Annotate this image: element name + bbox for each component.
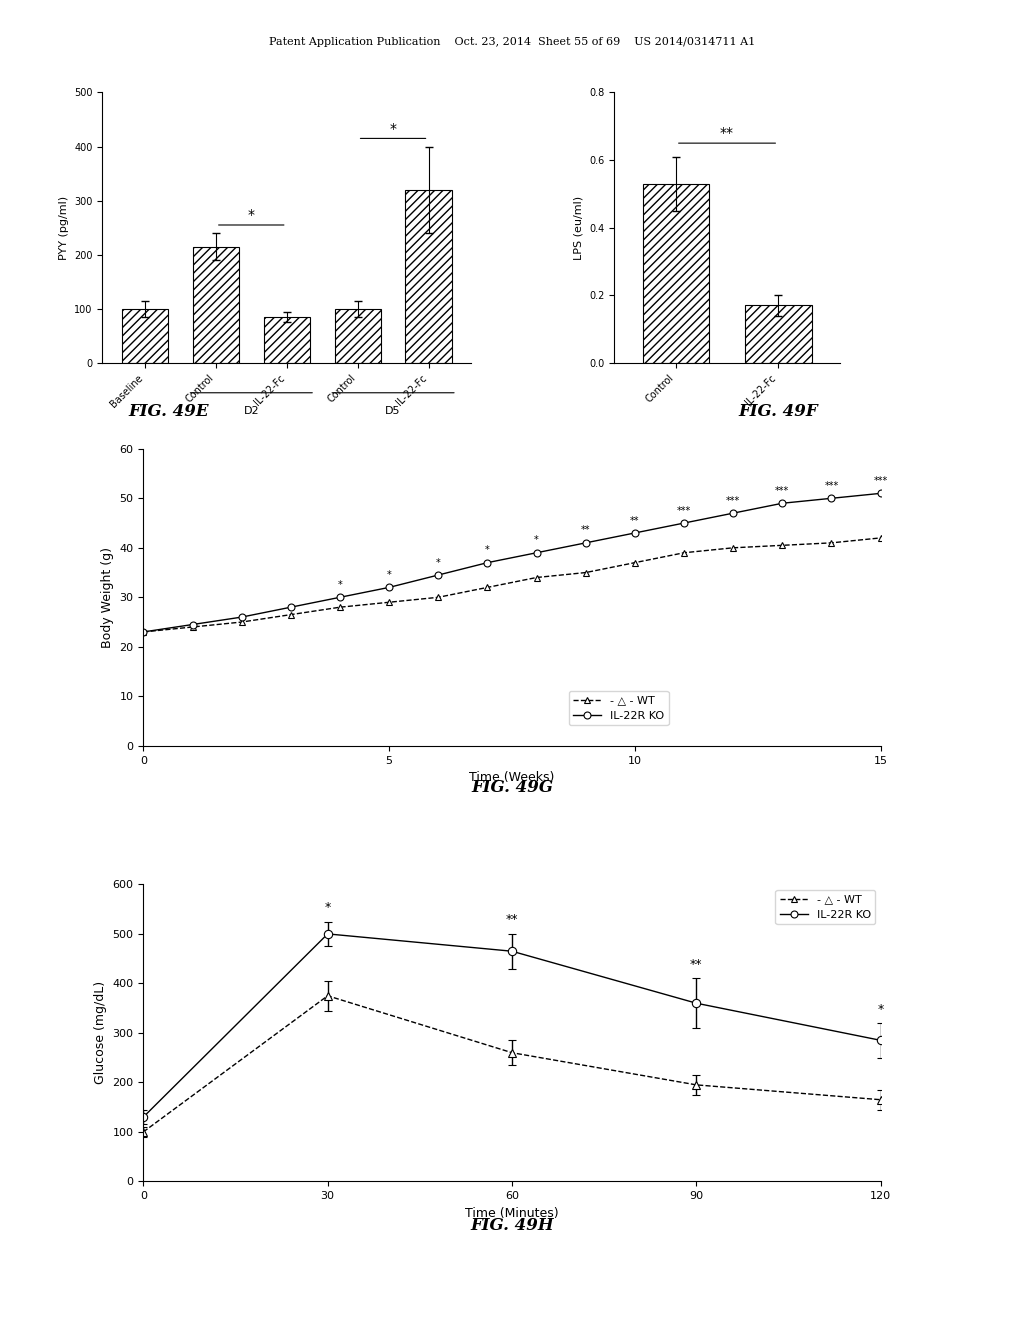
–O– IL-22R KO	[481, 554, 494, 570]
–O– IL-22R KO	[727, 506, 739, 521]
Text: ***: ***	[677, 506, 691, 516]
–O– IL-22R KO	[186, 616, 199, 632]
Text: ***: ***	[873, 477, 888, 486]
Text: FIG. 49F: FIG. 49F	[738, 403, 818, 420]
Text: *: *	[387, 570, 391, 579]
Bar	[744, 305, 811, 363]
–O– IL-22R KO	[236, 609, 248, 624]
Legend: - △ - WT, IL-22R KO: - △ - WT, IL-22R KO	[569, 690, 669, 726]
Bar	[193, 247, 239, 363]
Bar	[122, 309, 168, 363]
Line: - △ - WT: - △ - WT	[140, 535, 884, 635]
Text: *: *	[436, 557, 440, 568]
Text: FIG. 49E: FIG. 49E	[129, 403, 209, 420]
- △ - WT	[825, 535, 838, 550]
–O– IL-22R KO	[383, 579, 395, 595]
Bar	[264, 317, 310, 363]
- △ - WT	[334, 599, 346, 615]
–O– IL-22R KO	[334, 589, 346, 605]
–O– IL-22R KO	[776, 495, 788, 511]
Text: *: *	[535, 536, 539, 545]
–O– IL-22R KO	[530, 545, 543, 561]
–O– IL-22R KO	[874, 486, 887, 502]
Text: FIG. 49G: FIG. 49G	[471, 779, 553, 796]
X-axis label: Time (Minutes): Time (Minutes)	[465, 1206, 559, 1220]
- △ - WT	[678, 545, 690, 561]
Text: *: *	[325, 902, 331, 913]
–O– IL-22R KO	[285, 599, 297, 615]
Text: D2: D2	[244, 407, 259, 416]
Text: ***: ***	[726, 496, 740, 506]
X-axis label: Time (Weeks): Time (Weeks)	[469, 771, 555, 784]
Text: **: **	[581, 525, 591, 536]
Legend: - △ - WT, IL-22R KO: - △ - WT, IL-22R KO	[775, 890, 876, 924]
Y-axis label: PYY (pg/ml): PYY (pg/ml)	[58, 195, 69, 260]
- △ - WT	[580, 565, 592, 581]
- △ - WT	[186, 619, 199, 635]
Bar	[643, 183, 709, 363]
Text: **: **	[690, 958, 702, 972]
- △ - WT	[776, 537, 788, 553]
Text: *: *	[248, 209, 255, 222]
–O– IL-22R KO	[432, 568, 444, 583]
–O– IL-22R KO	[825, 490, 838, 506]
Text: **: **	[630, 516, 640, 525]
Text: *: *	[878, 1003, 884, 1015]
Text: FIG. 49H: FIG. 49H	[470, 1217, 554, 1234]
Y-axis label: LPS (eu/ml): LPS (eu/ml)	[573, 195, 584, 260]
- △ - WT	[874, 529, 887, 546]
Y-axis label: Glucose (mg/dL): Glucose (mg/dL)	[94, 981, 106, 1085]
Text: ***: ***	[824, 480, 839, 491]
Bar	[406, 190, 452, 363]
- △ - WT	[629, 554, 641, 570]
–O– IL-22R KO	[678, 515, 690, 531]
- △ - WT	[236, 614, 248, 630]
Line: –O– IL-22R KO: –O– IL-22R KO	[140, 490, 884, 635]
- △ - WT	[432, 589, 444, 605]
–O– IL-22R KO	[629, 525, 641, 541]
Text: **: **	[506, 913, 518, 927]
Text: *: *	[338, 579, 342, 590]
- △ - WT	[383, 594, 395, 610]
Text: ***: ***	[775, 486, 790, 496]
–O– IL-22R KO	[580, 535, 592, 550]
Text: D5: D5	[385, 407, 400, 416]
- △ - WT	[137, 624, 150, 640]
- △ - WT	[727, 540, 739, 556]
- △ - WT	[530, 570, 543, 586]
Bar	[335, 309, 381, 363]
Y-axis label: Body Weight (g): Body Weight (g)	[101, 546, 114, 648]
Text: *: *	[389, 121, 396, 136]
- △ - WT	[285, 607, 297, 623]
Text: Patent Application Publication    Oct. 23, 2014  Sheet 55 of 69    US 2014/03147: Patent Application Publication Oct. 23, …	[269, 37, 755, 48]
–O– IL-22R KO	[137, 624, 150, 640]
- △ - WT	[481, 579, 494, 595]
Text: *: *	[485, 545, 489, 556]
Text: **: **	[720, 125, 734, 140]
